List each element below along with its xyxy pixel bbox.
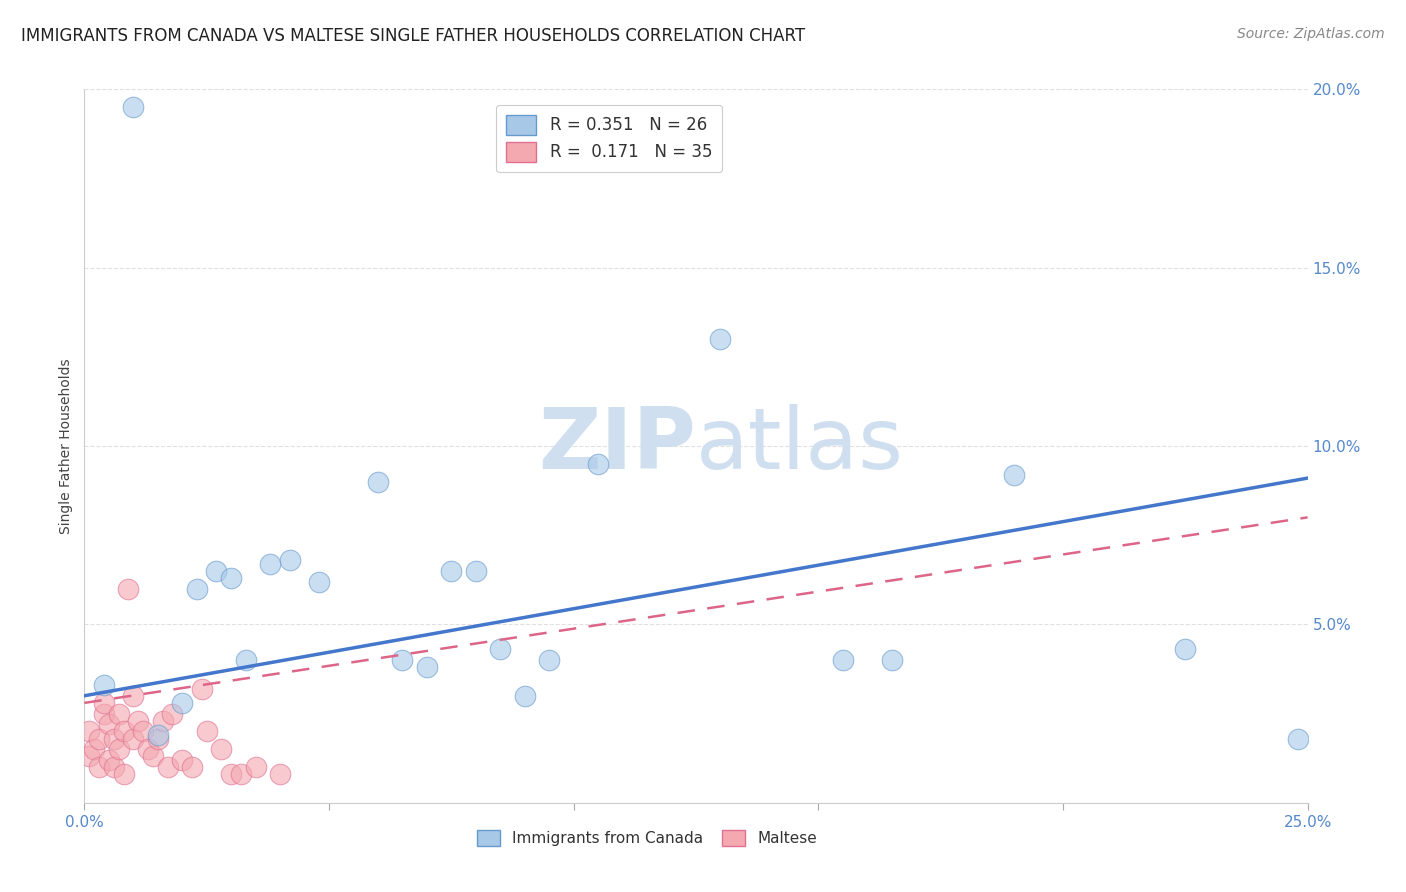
Point xyxy=(103,760,125,774)
Point xyxy=(186,582,208,596)
Point xyxy=(464,564,486,578)
Point xyxy=(97,717,120,731)
Point xyxy=(245,760,267,774)
Point xyxy=(152,714,174,728)
Point xyxy=(181,760,204,774)
Text: ZIP: ZIP xyxy=(538,404,696,488)
Point xyxy=(146,731,169,746)
Y-axis label: Single Father Households: Single Father Households xyxy=(59,359,73,533)
Point xyxy=(146,728,169,742)
Point xyxy=(278,553,301,567)
Point xyxy=(87,760,110,774)
Point xyxy=(586,457,609,471)
Point xyxy=(1002,467,1025,482)
Point xyxy=(219,767,242,781)
Point xyxy=(112,724,135,739)
Point xyxy=(87,731,110,746)
Point xyxy=(259,557,281,571)
Point xyxy=(162,706,184,721)
Point xyxy=(156,760,179,774)
Point xyxy=(83,742,105,756)
Point xyxy=(235,653,257,667)
Point xyxy=(142,749,165,764)
Text: Source: ZipAtlas.com: Source: ZipAtlas.com xyxy=(1237,27,1385,41)
Point xyxy=(122,689,145,703)
Point xyxy=(93,706,115,721)
Point xyxy=(122,731,145,746)
Point xyxy=(219,571,242,585)
Point xyxy=(209,742,232,756)
Point xyxy=(831,653,853,667)
Point xyxy=(136,742,159,756)
Point xyxy=(103,731,125,746)
Point xyxy=(93,696,115,710)
Point xyxy=(367,475,389,489)
Point xyxy=(195,724,218,739)
Point xyxy=(440,564,463,578)
Point xyxy=(117,582,139,596)
Point xyxy=(709,332,731,346)
Point xyxy=(1174,642,1197,657)
Point xyxy=(513,689,536,703)
Point xyxy=(93,678,115,692)
Text: IMMIGRANTS FROM CANADA VS MALTESE SINGLE FATHER HOUSEHOLDS CORRELATION CHART: IMMIGRANTS FROM CANADA VS MALTESE SINGLE… xyxy=(21,27,806,45)
Point xyxy=(308,574,330,589)
Point xyxy=(391,653,413,667)
Point xyxy=(172,696,194,710)
Point xyxy=(489,642,512,657)
Legend: Immigrants from Canada, Maltese: Immigrants from Canada, Maltese xyxy=(471,824,823,852)
Point xyxy=(107,742,129,756)
Point xyxy=(229,767,252,781)
Text: atlas: atlas xyxy=(696,404,904,488)
Point xyxy=(127,714,149,728)
Point xyxy=(416,660,439,674)
Point xyxy=(191,681,214,696)
Point xyxy=(97,753,120,767)
Point xyxy=(112,767,135,781)
Point xyxy=(269,767,291,781)
Point xyxy=(132,724,155,739)
Point xyxy=(172,753,194,767)
Point xyxy=(77,749,100,764)
Point xyxy=(538,653,561,667)
Point xyxy=(880,653,903,667)
Point xyxy=(77,724,100,739)
Point xyxy=(205,564,228,578)
Point xyxy=(122,100,145,114)
Point xyxy=(107,706,129,721)
Point xyxy=(1286,731,1309,746)
